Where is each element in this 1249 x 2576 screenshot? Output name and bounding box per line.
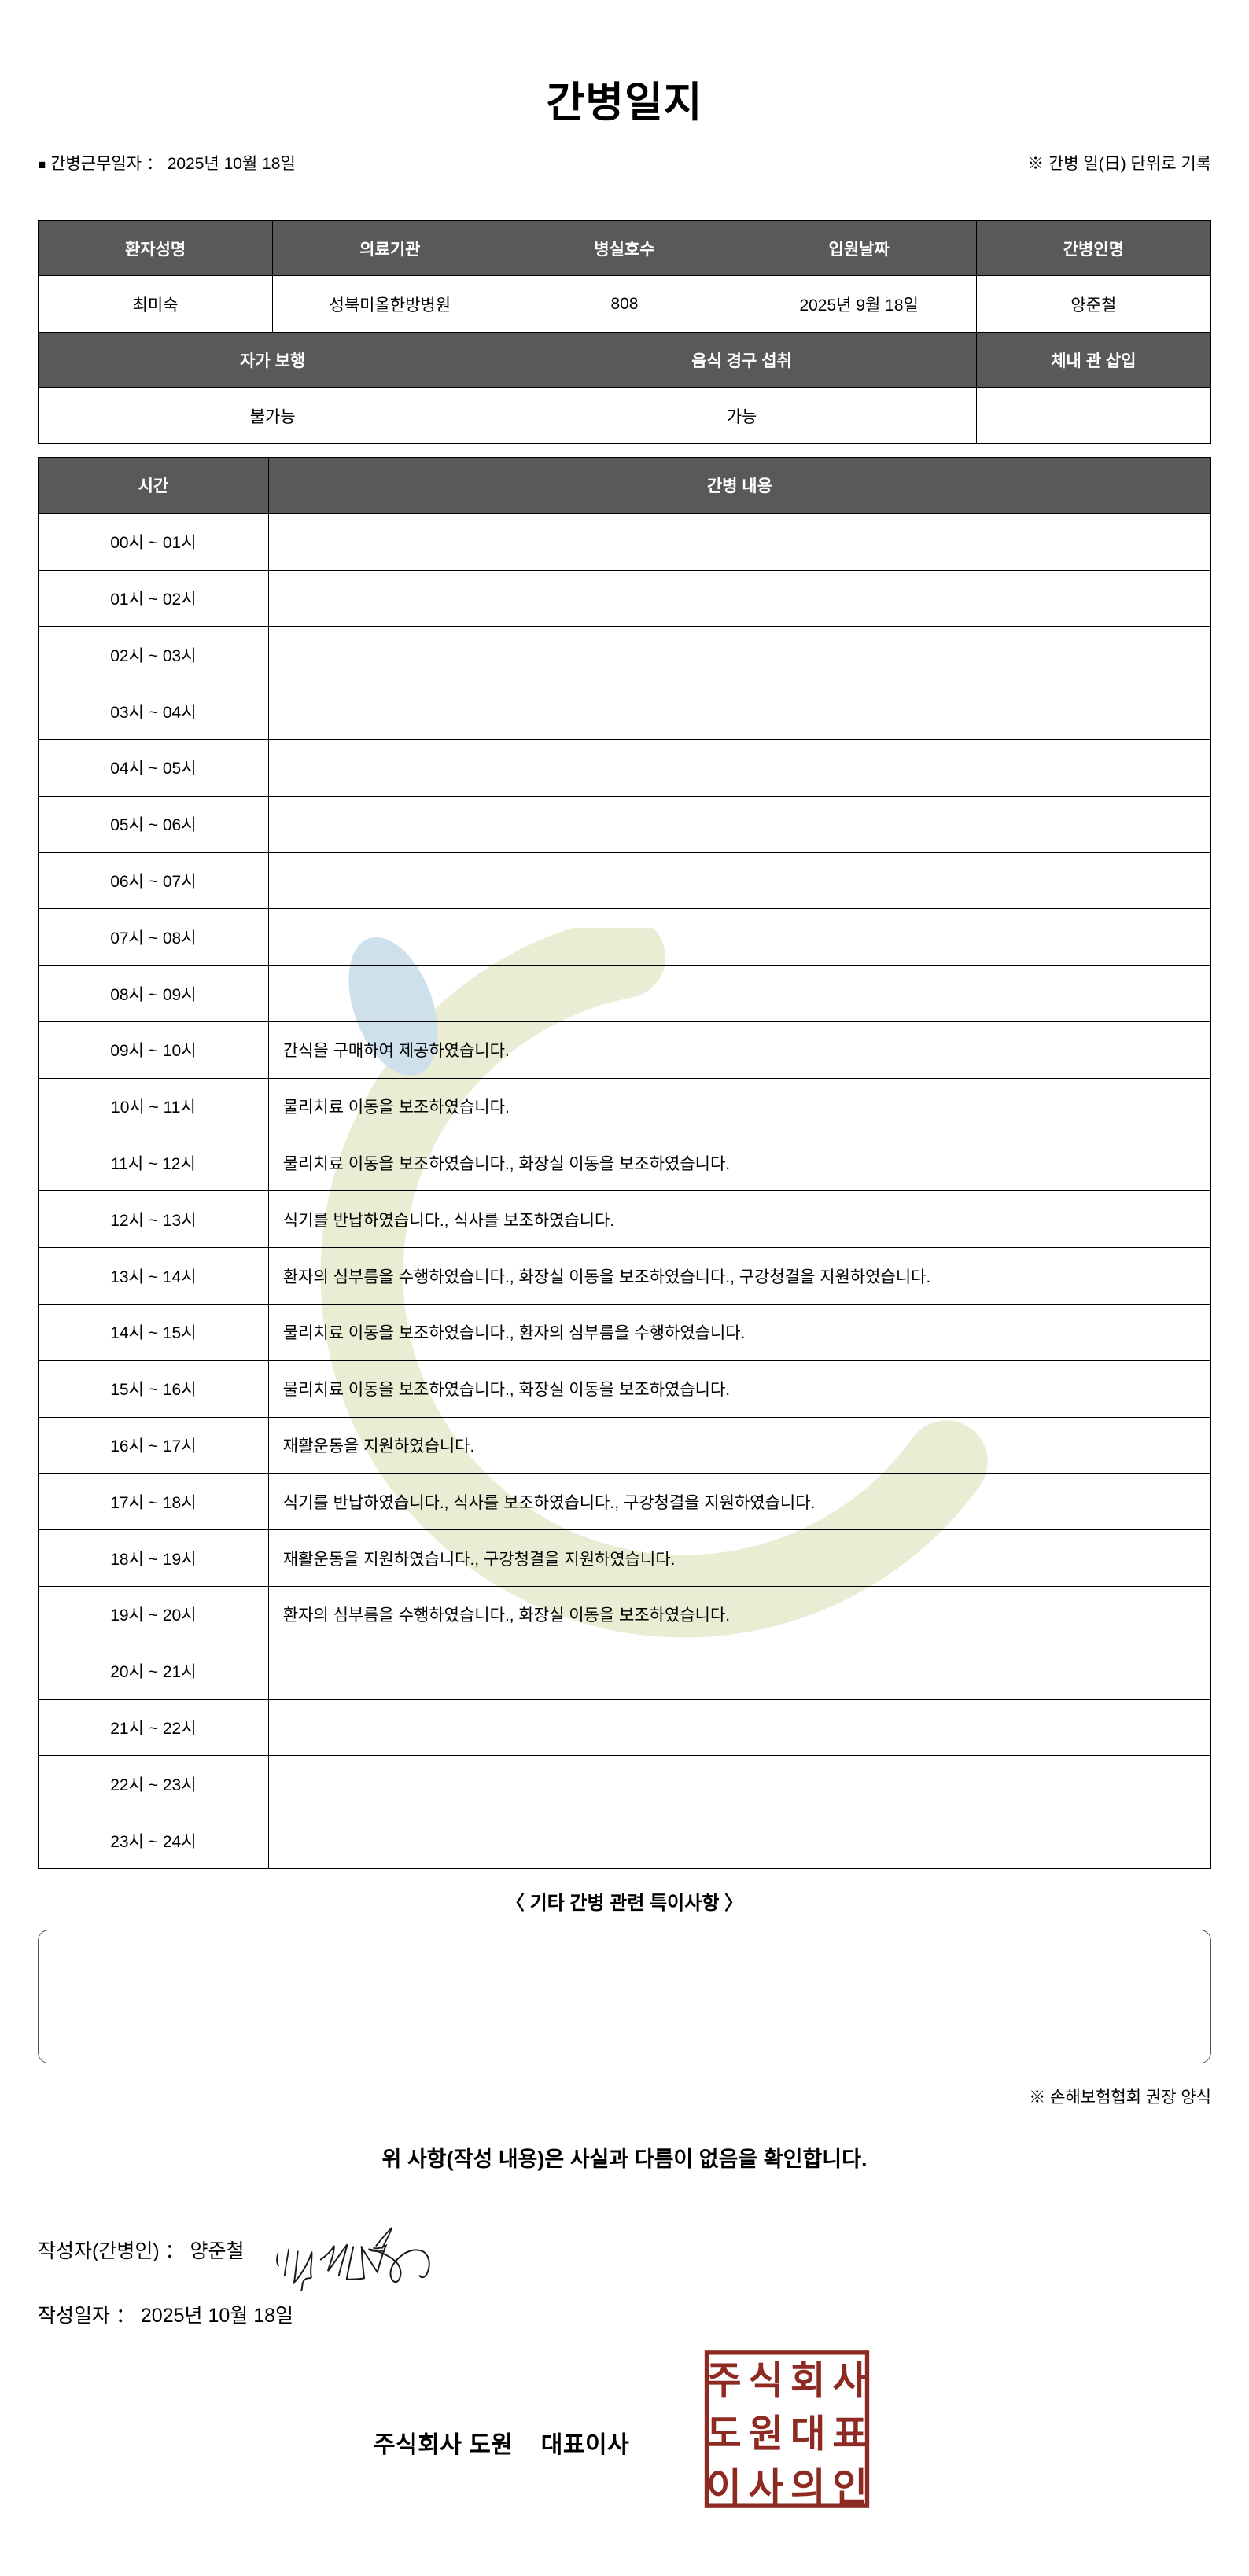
svg-text:식: 식: [748, 2359, 783, 2401]
svg-text:원: 원: [748, 2412, 783, 2455]
svg-text:의: 의: [790, 2466, 826, 2508]
svg-text:주: 주: [706, 2359, 742, 2401]
svg-text:사: 사: [748, 2466, 783, 2508]
svg-text:사: 사: [832, 2359, 868, 2401]
svg-text:이: 이: [706, 2466, 742, 2508]
svg-text:표: 표: [832, 2412, 868, 2455]
svg-text:도: 도: [706, 2412, 742, 2455]
svg-text:회: 회: [790, 2359, 826, 2401]
svg-text:인: 인: [832, 2466, 868, 2508]
svg-text:대: 대: [790, 2412, 826, 2455]
